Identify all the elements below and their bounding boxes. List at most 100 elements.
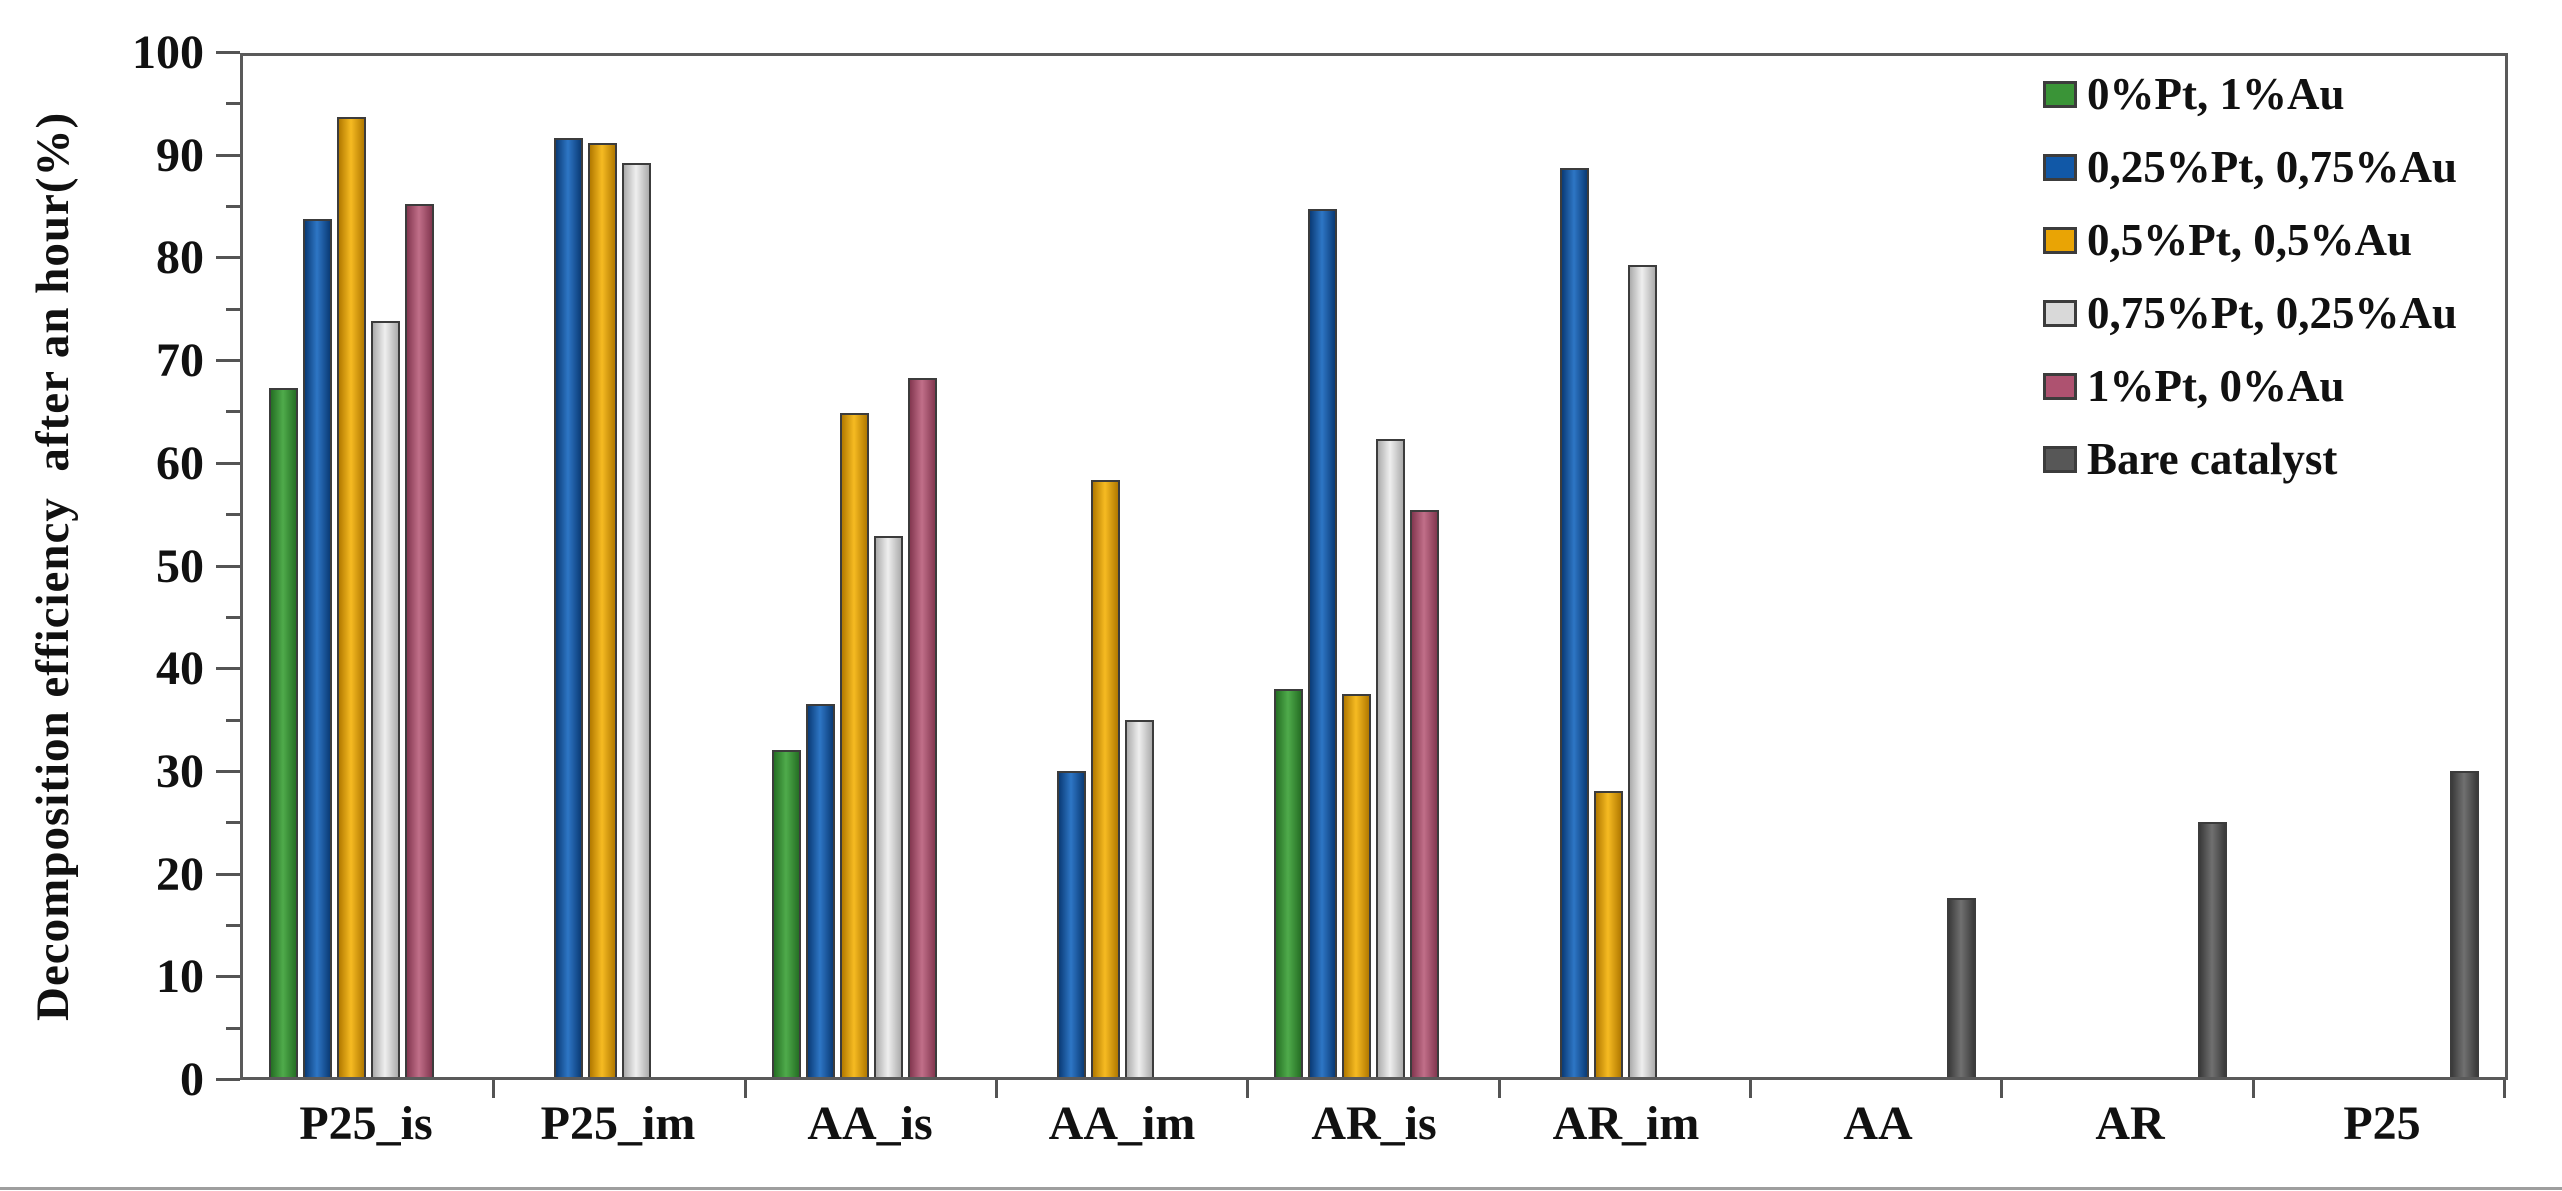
y-minor-tick xyxy=(226,102,240,106)
category-group-P25_is xyxy=(243,56,494,1077)
x-boundary-tick xyxy=(2251,1080,2255,1098)
y-major-tick xyxy=(216,564,240,568)
bar-slot xyxy=(837,56,871,1077)
bar-slot xyxy=(403,56,437,1077)
bar-P25_is-0,75%Pt, 0,25%Au xyxy=(371,321,401,1077)
bar-AR_is-0,75%Pt, 0,25%Au xyxy=(1376,438,1406,1077)
y-major-tick xyxy=(216,975,240,979)
bar-AR_im-0,5%Pt, 0,5%Au xyxy=(1593,791,1623,1077)
legend-label: 0,25%Pt, 0,75%Au xyxy=(2087,142,2457,192)
y-major-tick xyxy=(216,51,240,54)
y-major-tick xyxy=(216,872,240,876)
category-group-P25_im xyxy=(494,56,745,1077)
bar-slot xyxy=(1591,56,1625,1077)
x-label-AA: AA xyxy=(1843,1097,1913,1150)
bar-slot xyxy=(1157,56,1191,1077)
legend-swatch-icon xyxy=(2043,373,2077,400)
bar-slot xyxy=(1306,56,1340,1077)
y-minor-tick xyxy=(226,923,240,927)
bar-slot xyxy=(1123,56,1157,1077)
bar-slot xyxy=(1625,56,1659,1077)
y-tick-label: 10 xyxy=(156,950,204,1004)
bar-AR_im-0,75%Pt, 0,25%Au xyxy=(1627,265,1657,1077)
bar-P25_is-0,5%Pt, 0,5%Au xyxy=(337,117,367,1077)
x-label-AA_is: AA_is xyxy=(807,1097,933,1150)
bar-P25_is-0%Pt, 1%Au xyxy=(269,387,299,1077)
bar-slot xyxy=(620,56,654,1077)
bar-slot xyxy=(1557,56,1591,1077)
y-tick-label: 60 xyxy=(156,436,204,490)
bar-slot xyxy=(1659,56,1693,1077)
bar-slot xyxy=(688,56,722,1077)
bar-slot xyxy=(267,56,301,1077)
bar-slot xyxy=(335,56,369,1077)
x-boundary-tick xyxy=(743,1080,747,1098)
legend-swatch-icon xyxy=(2043,227,2077,254)
bar-slot xyxy=(552,56,586,1077)
category-group-AA_im xyxy=(997,56,1248,1077)
legend-label: 0,75%Pt, 0,25%Au xyxy=(2087,288,2457,338)
bar-P25-Bare catalyst xyxy=(2449,770,2479,1077)
bar-slot xyxy=(1408,56,1442,1077)
bar-slot xyxy=(2447,56,2481,1077)
y-major-tick xyxy=(216,153,240,157)
legend-item: Bare catalyst xyxy=(2043,423,2457,496)
legend: 0%Pt, 1%Au 0,25%Pt, 0,75%Au 0,5%Pt, 0,5%Au… xyxy=(2043,58,2457,496)
category-group-AR xyxy=(2002,56,2253,1077)
x-label-AA_im: AA_im xyxy=(1048,1097,1196,1150)
category-group-AA xyxy=(1751,56,2002,1077)
bar-AR_is-0%Pt, 1%Au xyxy=(1274,689,1304,1077)
plot-area: 0%Pt, 1%Au 0,25%Pt, 0,75%Au 0,5%Pt, 0,5%Au… xyxy=(240,53,2508,1098)
bar-slot xyxy=(1272,56,1306,1077)
y-tick-label: 30 xyxy=(156,744,204,798)
bar-AA_is-1%Pt, 0%Au xyxy=(907,377,937,1077)
bar-slot xyxy=(1843,56,1877,1077)
y-major-tick xyxy=(216,461,240,465)
bar-AA_is-0,25%Pt, 0,75%Au xyxy=(805,704,835,1077)
legend-label: Bare catalyst xyxy=(2087,434,2338,484)
legend-swatch-icon xyxy=(2043,81,2077,108)
bar-P25_is-1%Pt, 0%Au xyxy=(405,204,435,1077)
y-major-tick xyxy=(216,256,240,260)
y-minor-tick xyxy=(226,821,240,825)
bar-P25_im-0,75%Pt, 0,25%Au xyxy=(622,163,652,1077)
x-boundary-tick xyxy=(492,1080,496,1098)
bar-slot xyxy=(1809,56,1843,1077)
bar-AA_is-0,75%Pt, 0,25%Au xyxy=(873,535,903,1077)
bar-slot xyxy=(803,56,837,1077)
x-label-P25: P25 xyxy=(2343,1097,2421,1150)
bar-AA_im-0,75%Pt, 0,25%Au xyxy=(1125,719,1155,1077)
bar-slot xyxy=(1523,56,1557,1077)
bar-slot xyxy=(939,56,973,1077)
legend-swatch-icon xyxy=(2043,300,2077,327)
bar-AA_is-0%Pt, 1%Au xyxy=(771,750,801,1077)
figure-bottom-divider xyxy=(0,1187,2562,1190)
legend-item: 0%Pt, 1%Au xyxy=(2043,58,2457,131)
y-tick-label: 70 xyxy=(156,334,204,388)
bar-slot xyxy=(654,56,688,1077)
legend-swatch-icon xyxy=(2043,154,2077,181)
x-label-AR: AR xyxy=(2095,1097,2165,1150)
y-minor-tick xyxy=(226,410,240,414)
y-tick-label: 40 xyxy=(156,642,204,696)
y-tick-label: 0 xyxy=(180,1053,204,1106)
category-group-AR_im xyxy=(1500,56,1751,1077)
legend-swatch-icon xyxy=(2043,446,2077,473)
bar-slot xyxy=(871,56,905,1077)
bar-P25_is-0,25%Pt, 0,75%Au xyxy=(303,219,333,1077)
bar-P25_im-0,5%Pt, 0,5%Au xyxy=(588,142,618,1077)
bar-slot xyxy=(586,56,620,1077)
legend-label: 1%Pt, 0%Au xyxy=(2087,361,2345,411)
bar-slot xyxy=(518,56,552,1077)
x-boundary-tick xyxy=(2503,1080,2506,1098)
bar-slot xyxy=(1340,56,1374,1077)
bar-slot xyxy=(301,56,335,1077)
bar-slot xyxy=(1055,56,1089,1077)
bar-slot xyxy=(905,56,939,1077)
bar-AR_is-0,25%Pt, 0,75%Au xyxy=(1308,209,1338,1077)
y-minor-tick xyxy=(226,307,240,311)
x-label-P25_im: P25_im xyxy=(540,1097,696,1150)
y-major-tick xyxy=(216,769,240,773)
x-boundary-tick xyxy=(2000,1080,2004,1098)
